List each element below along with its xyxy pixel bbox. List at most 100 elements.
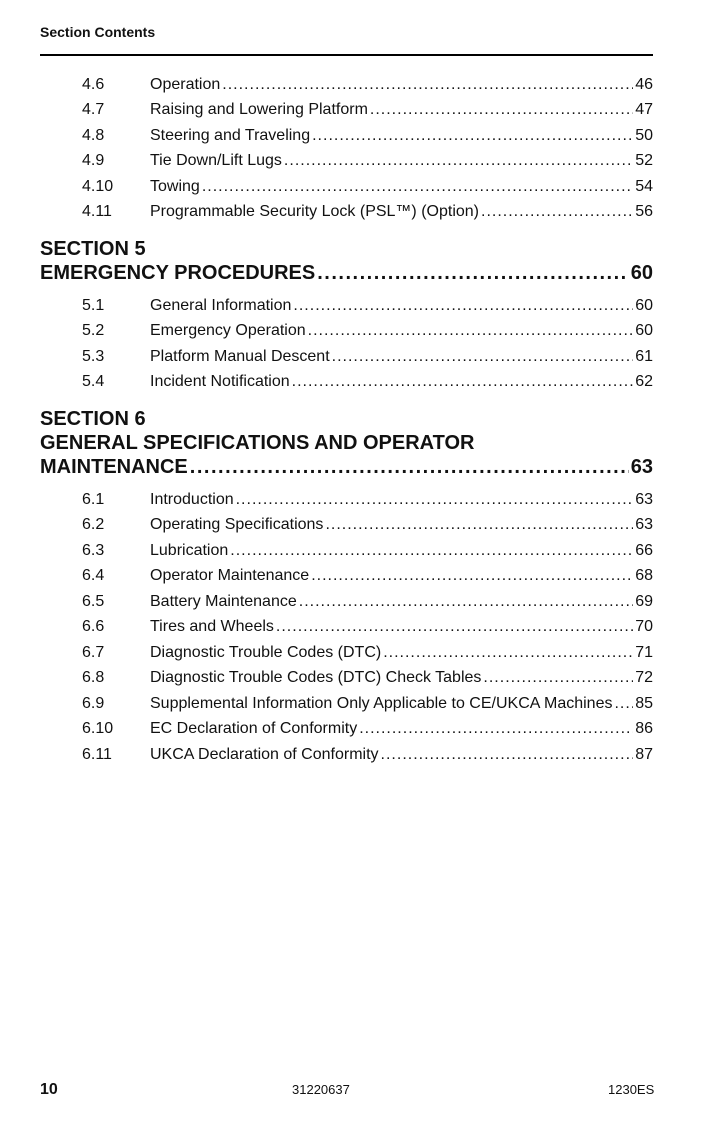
entry-title-group: Platform Manual Descent.................…	[150, 347, 635, 367]
entry-title: Tires and Wheels	[150, 618, 274, 636]
toc-entry[interactable]: 6.4 Operator Maintenance.................…	[40, 564, 653, 590]
entry-title: EC Declaration of Conformity	[150, 720, 358, 738]
entry-page: 85	[635, 694, 653, 712]
entry-title-group: Tires and Wheels........................…	[150, 617, 635, 637]
entry-title: Diagnostic Trouble Codes (DTC)	[150, 643, 382, 661]
entry-number: 6.3	[82, 541, 105, 559]
entry-number: 5.3	[82, 347, 105, 365]
entry-title: Battery Maintenance	[150, 592, 297, 610]
section-header: Section Contents	[40, 24, 156, 40]
entry-page: 52	[635, 152, 653, 170]
entry-number: 6.4	[82, 567, 105, 585]
entry-number: 6.6	[82, 618, 105, 636]
entry-page: 87	[635, 745, 653, 763]
section-heading[interactable]: SECTION 5 EMERGENCY PROCEDURES...........…	[40, 237, 653, 285]
dot-leader: ........................................…	[325, 516, 633, 534]
entry-title: Lubrication	[150, 541, 229, 559]
dot-leader: ........................................…	[317, 262, 629, 284]
dot-leader: ........................................…	[311, 567, 633, 585]
entry-number: 6.8	[82, 669, 105, 687]
entry-page: 63	[635, 516, 653, 534]
entry-number: 4.8	[82, 126, 105, 144]
entry-title-group: EC Declaration of Conformity............…	[150, 719, 635, 739]
toc-entry[interactable]: 4.8 Steering and Traveling...............…	[40, 123, 653, 149]
entry-page: 72	[635, 669, 653, 687]
entry-title: Raising and Lowering Platform	[150, 101, 368, 119]
entry-title-group: Operation...............................…	[150, 75, 635, 95]
entry-title-group: Towing..................................…	[150, 177, 635, 197]
dot-leader: ........................................…	[483, 669, 633, 687]
toc-entry[interactable]: 5.4 Incident Notification................…	[40, 370, 653, 396]
entry-number: 4.9	[82, 152, 105, 170]
entry-page: 70	[635, 618, 653, 636]
entry-number: 6.1	[82, 490, 105, 508]
toc-entry[interactable]: 6.10 EC Declaration of Conformity........…	[40, 717, 653, 743]
toc-entry[interactable]: 6.11 UKCA Declaration of Conformity......…	[40, 742, 653, 768]
toc-entry[interactable]: 4.10 Towing..............................…	[40, 174, 653, 200]
entry-number: 6.7	[82, 643, 105, 661]
entry-page: 66	[635, 541, 653, 559]
dot-leader: ........................................…	[380, 745, 634, 763]
toc-entry[interactable]: 4.9 Tie Down/Lift Lugs...................…	[40, 149, 653, 175]
dot-leader: ........................................…	[291, 373, 634, 391]
entry-number: 6.2	[82, 516, 105, 534]
dot-leader: ........................................…	[189, 456, 629, 478]
section-heading-line: SECTION 6	[40, 408, 146, 430]
entry-title-group: Lubrication.............................…	[150, 541, 635, 561]
entry-title: Programmable Security Lock (PSL™) (Optio…	[150, 203, 479, 221]
entry-page: 86	[635, 720, 653, 738]
dot-leader: ........................................…	[235, 490, 634, 508]
entry-number: 4.7	[82, 101, 105, 119]
entry-page: 46	[635, 75, 653, 93]
document-number: 31220637	[292, 1082, 350, 1097]
entry-title-group: Diagnostic Trouble Codes (DTC) Check Tab…	[150, 668, 635, 688]
entry-page: 61	[635, 347, 653, 365]
entry-number: 4.11	[82, 203, 112, 221]
section-heading-line: SECTION 5	[40, 238, 146, 260]
toc-entry[interactable]: 6.9 Supplemental Information Only Applica…	[40, 691, 653, 717]
toc-entry[interactable]: 5.1 General Information..................…	[40, 293, 653, 319]
dot-leader: ........................................…	[614, 694, 633, 712]
entry-title-group: Supplemental Information Only Applicable…	[150, 694, 635, 714]
dot-leader: ........................................…	[293, 296, 633, 314]
entry-title-group: Tie Down/Lift Lugs......................…	[150, 151, 635, 171]
toc-entry[interactable]: 5.3 Platform Manual Descent..............…	[40, 344, 653, 370]
entry-title: Emergency Operation	[150, 322, 306, 340]
dot-leader: ........................................…	[481, 203, 634, 221]
entry-title: General Information	[150, 296, 292, 314]
entry-title: Steering and Traveling	[150, 126, 311, 144]
toc-entry[interactable]: 6.3 Lubrication..........................…	[40, 538, 653, 564]
entry-page: 60	[635, 322, 653, 340]
section-heading-title: EMERGENCY PROCEDURES	[40, 262, 316, 284]
toc-entry[interactable]: 5.2 Emergency Operation..................…	[40, 319, 653, 345]
toc-entry[interactable]: 6.2 Operating Specifications.............…	[40, 513, 653, 539]
header-rule	[40, 54, 653, 56]
entry-title-group: Battery Maintenance.....................…	[150, 592, 635, 612]
section-heading-last-line: MAINTENANCE.............................…	[40, 455, 653, 479]
dot-leader: ........................................…	[283, 152, 634, 170]
dot-leader: ........................................…	[331, 347, 634, 365]
toc-entry[interactable]: 6.7 Diagnostic Trouble Codes (DTC).......…	[40, 640, 653, 666]
toc-entry[interactable]: 4.7 Raising and Lowering Platform........…	[40, 98, 653, 124]
entry-number: 5.1	[82, 296, 105, 314]
section-heading[interactable]: SECTION 6 GENERAL SPECIFICATIONS AND OPER…	[40, 407, 653, 479]
toc-entry[interactable]: 6.8 Diagnostic Trouble Codes (DTC) Check …	[40, 666, 653, 692]
toc-entry[interactable]: 4.6 Operation............................…	[40, 72, 653, 98]
toc-entry[interactable]: 6.6 Tires and Wheels.....................…	[40, 615, 653, 641]
toc-entry[interactable]: 6.1 Introduction.........................…	[40, 487, 653, 513]
entry-page: 71	[635, 643, 653, 661]
entry-title-group: Steering and Traveling..................…	[150, 126, 635, 146]
entry-number: 6.9	[82, 694, 105, 712]
dot-leader: ........................................…	[307, 322, 634, 340]
section-heading-title: MAINTENANCE	[40, 456, 188, 478]
entry-title: Diagnostic Trouble Codes (DTC) Check Tab…	[150, 669, 482, 687]
dot-leader: ........................................…	[369, 101, 633, 119]
toc-entry[interactable]: 4.11 Programmable Security Lock (PSL™) (O…	[40, 200, 653, 226]
toc-entry[interactable]: 6.5 Battery Maintenance..................…	[40, 589, 653, 615]
dot-leader: ........................................…	[275, 618, 633, 636]
section-heading-line: GENERAL SPECIFICATIONS AND OPERATOR	[40, 432, 475, 454]
entry-number: 5.2	[82, 322, 105, 340]
dot-leader: ........................................…	[230, 541, 634, 559]
table-of-contents: 4.6 Operation............................…	[40, 72, 653, 768]
model-name: 1230ES	[608, 1082, 655, 1097]
